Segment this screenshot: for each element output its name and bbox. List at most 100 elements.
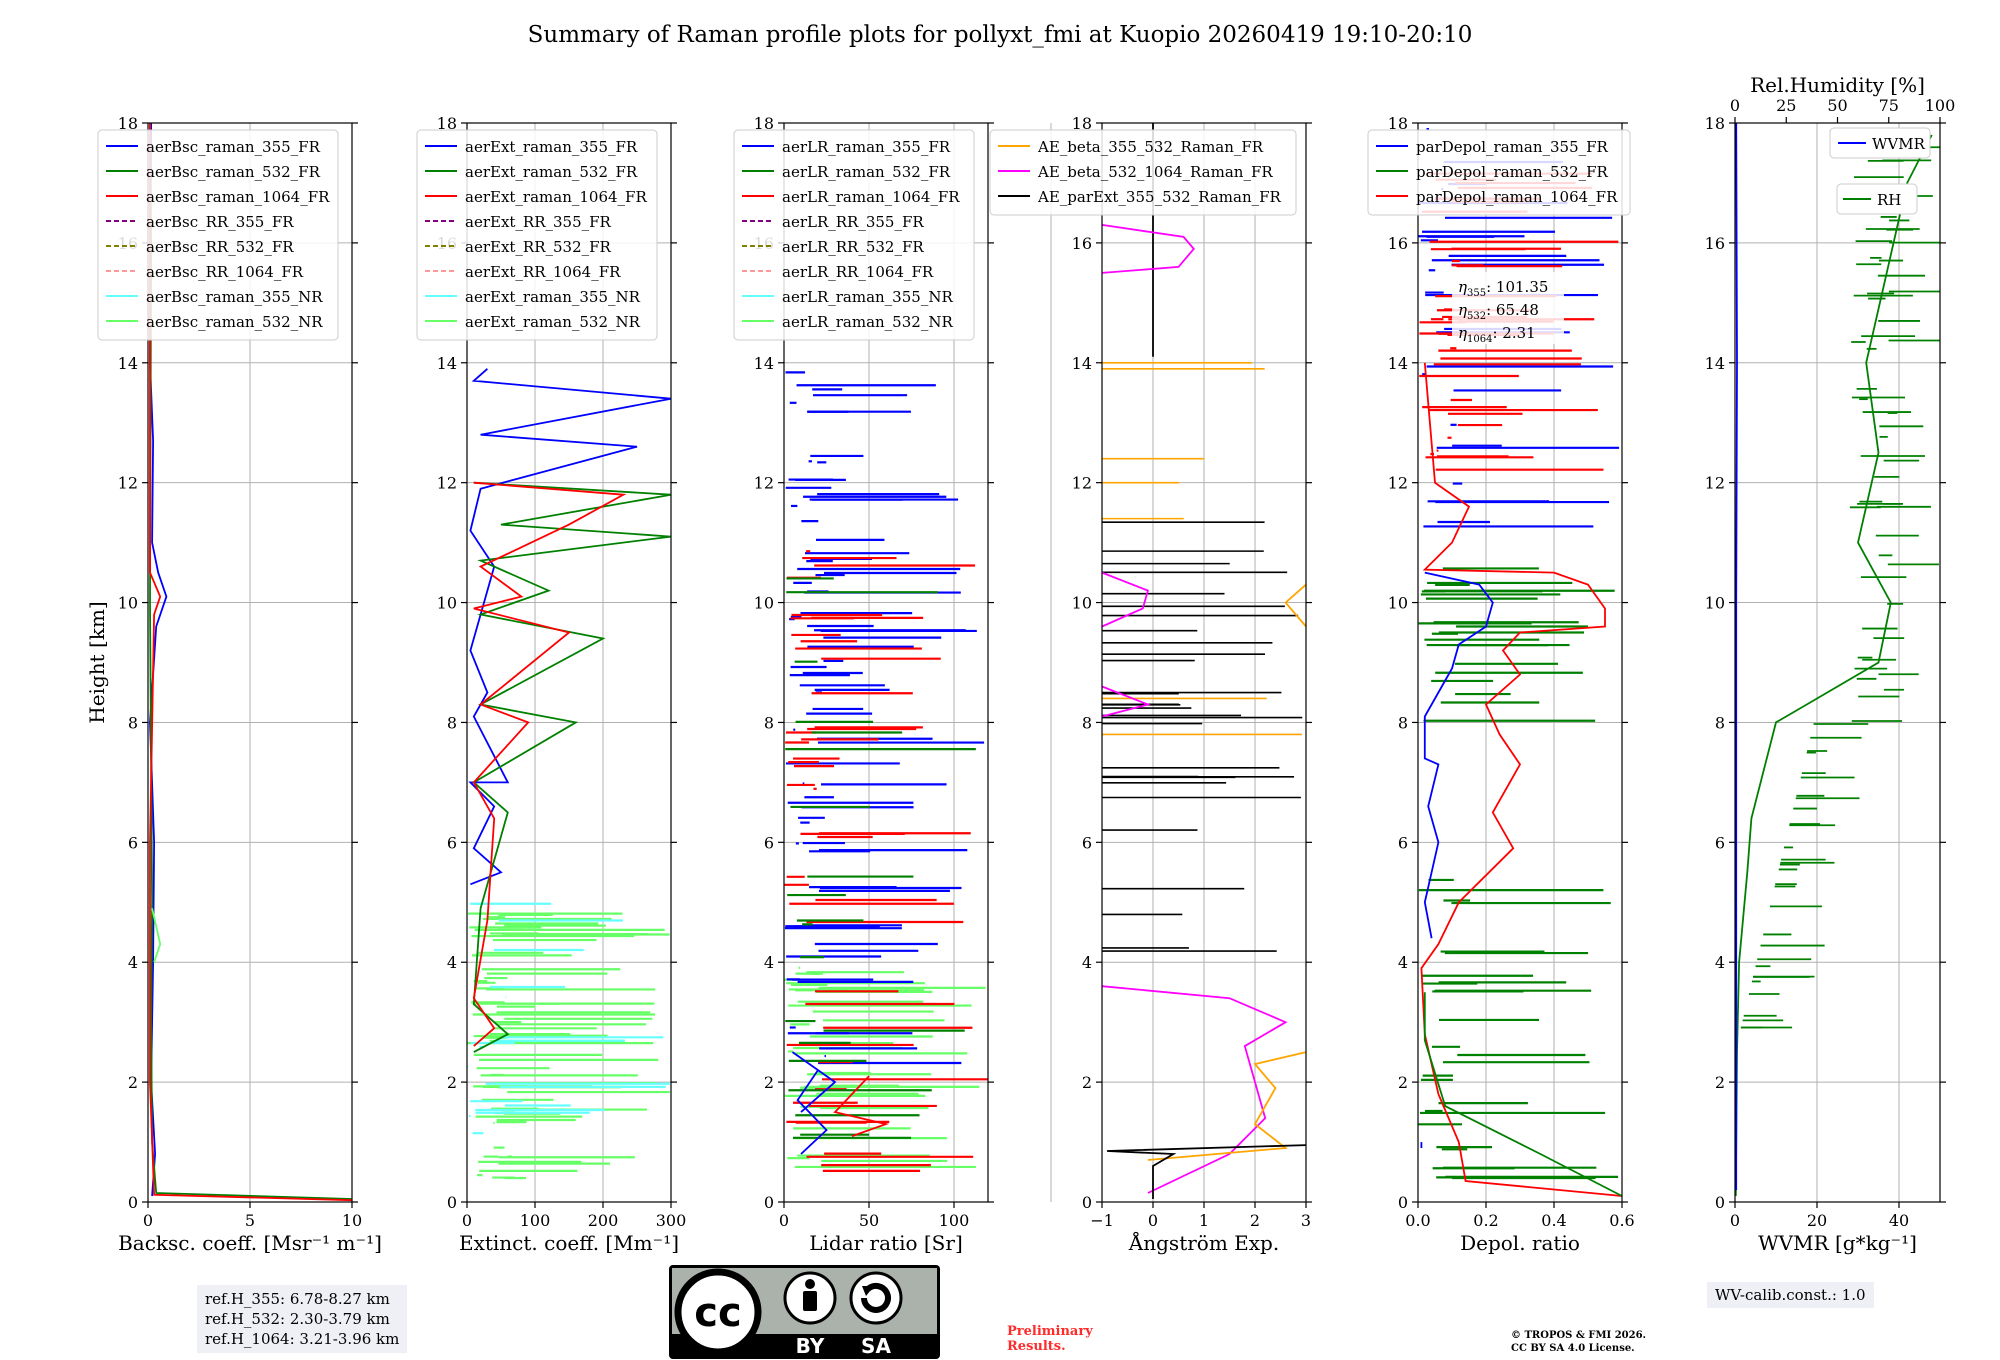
- y-tick-label: 0: [1715, 1193, 1725, 1212]
- series-line-lightgreen: [151, 908, 162, 963]
- series-line-blue: [1423, 571, 1494, 939]
- legend-label: aerLR_raman_532_FR: [782, 163, 951, 181]
- legend-label: aerExt_RR_1064_FR: [465, 263, 621, 281]
- series-line-magenta: [1101, 571, 1149, 628]
- legend-label: aerBsc_RR_355_FR: [146, 213, 294, 231]
- by-icon-body: [803, 1291, 817, 1311]
- y-tick-label: 18: [118, 114, 138, 133]
- y-tick-label: 2: [447, 1073, 457, 1092]
- x-tick-label: 0: [779, 1211, 789, 1230]
- x-axis-label: Depol. ratio: [1460, 1231, 1580, 1255]
- y-tick-label: 18: [1072, 114, 1092, 133]
- copyright-line-2: CC BY SA 4.0 License.: [1511, 1343, 1635, 1354]
- y-tick-label: 18: [1705, 114, 1725, 133]
- x-tick-label: 0: [462, 1211, 472, 1230]
- plot-frame: [1417, 122, 1623, 1203]
- y-tick-label: 8: [128, 713, 138, 732]
- x-tick-label: 2: [1250, 1211, 1260, 1230]
- legend-label: aerLR_raman_1064_FR: [782, 188, 960, 206]
- x2-tick-label: 0: [1730, 96, 1740, 115]
- series-line-magenta: [1101, 985, 1288, 1194]
- sa-icon: [849, 1271, 903, 1325]
- x-tick-label: 100: [939, 1211, 970, 1230]
- x-tick-label: 0.2: [1473, 1211, 1498, 1230]
- x-axis-label: Extinct. coeff. [Mm⁻¹]: [459, 1231, 679, 1255]
- eta-line: η355: 101.35: [1458, 278, 1548, 299]
- x-axis-label: WVMR [g*kg⁻¹]: [1758, 1231, 1917, 1255]
- x2-tick-label: 50: [1827, 96, 1847, 115]
- y-tick-label: 0: [1398, 1193, 1408, 1212]
- y-tick-label: 0: [1082, 1193, 1092, 1212]
- legend-label: RH: [1877, 191, 1901, 209]
- x-tick-label: 300: [656, 1211, 687, 1230]
- legend-label: aerExt_RR_355_FR: [465, 213, 612, 231]
- plot-frame: [783, 122, 989, 1203]
- cc-by-sa-badge: cc BY SA: [669, 1265, 940, 1359]
- ref-height-532: ref.H_532: 2.30-3.79 km: [205, 1310, 390, 1328]
- y-tick-label: 16: [1072, 234, 1092, 253]
- y-tick-label: 10: [437, 594, 457, 613]
- cc-icon: [674, 1268, 762, 1356]
- y-tick-label: 8: [1082, 713, 1092, 732]
- annotation-box: [1452, 272, 1564, 344]
- legend-box: [1829, 127, 1931, 159]
- x-tick-label: 40: [1889, 1211, 1909, 1230]
- x-tick-label: 50: [859, 1211, 879, 1230]
- x-tick-label: 0: [1148, 1211, 1158, 1230]
- legend-bsc: aerBsc_raman_355_FR aerBsc_raman_532_FRae…: [97, 129, 339, 341]
- legend-ae: AE_beta_355_532_Raman_FR AE_beta_532_1064…: [989, 129, 1297, 216]
- y-tick-label: 14: [1388, 354, 1408, 373]
- legend-label: aerBsc_RR_532_FR: [146, 238, 294, 256]
- legend-box: [1836, 183, 1918, 215]
- y-tick-label: 14: [437, 354, 457, 373]
- sa-label: SA: [861, 1334, 891, 1358]
- series-line-red: [149, 123, 353, 1202]
- y-tick-label: 12: [1072, 474, 1092, 493]
- legend-label: aerBsc_RR_1064_FR: [146, 263, 304, 281]
- series-line-blue: [1735, 122, 1738, 1190]
- legend-label: parDepol_raman_1064_FR: [1416, 188, 1618, 206]
- x2-tick-label: 75: [1879, 96, 1899, 115]
- preliminary-line-1: Preliminary: [1007, 1324, 1093, 1339]
- cc-icon-text: cc: [694, 1290, 741, 1336]
- y-tick-label: 12: [437, 474, 457, 493]
- y-tick-label: 4: [128, 953, 138, 972]
- x-axis-label: Backsc. coeff. [Msr⁻¹ m⁻¹]: [118, 1231, 382, 1255]
- x2-tick-label: 100: [1925, 96, 1956, 115]
- legend-label: AE_beta_532_1064_Raman_FR: [1037, 163, 1273, 181]
- x-tick-label: 0.6: [1609, 1211, 1634, 1230]
- x-tick-label: 0: [1730, 1211, 1740, 1230]
- x-axis-label: Ångström Exp.: [1128, 1230, 1279, 1255]
- y-tick-label: 2: [1398, 1073, 1408, 1092]
- figure-title: Summary of Raman profile plots for polly…: [527, 22, 1473, 48]
- y-tick-label: 12: [754, 474, 774, 493]
- x-axis-label: Lidar ratio [Sr]: [809, 1231, 963, 1255]
- legend-label: aerBsc_raman_355_FR: [146, 138, 321, 156]
- y-tick-label: 8: [764, 713, 774, 732]
- legend-label: aerExt_raman_355_NR: [465, 288, 641, 306]
- legend-label: parDepol_raman_355_FR: [1416, 138, 1609, 156]
- preliminary-line-2: Results.: [1007, 1339, 1066, 1354]
- sa-icon-arc: [861, 1282, 891, 1313]
- legend-label: aerLR_RR_1064_FR: [782, 263, 934, 281]
- x2-tick-label: 25: [1776, 96, 1796, 115]
- chart-panel-lr: 024681012141618050100Lidar ratio [Sr]aer…: [733, 114, 994, 1255]
- legend-box: [97, 129, 339, 341]
- y-tick-label: 8: [447, 713, 457, 732]
- chart-panel-bsc: 0246810121416180510Backsc. coeff. [Msr⁻¹…: [85, 114, 382, 1255]
- by-icon-head: [805, 1279, 815, 1289]
- ref-height-355: ref.H_355: 6.78-8.27 km: [205, 1290, 390, 1308]
- y-tick-label: 4: [447, 953, 457, 972]
- legend-label: WVMR: [1872, 135, 1926, 153]
- plot-frame: [1734, 122, 1941, 1203]
- y-tick-label: 4: [764, 953, 774, 972]
- legend-label: aerBsc_raman_355_NR: [146, 288, 323, 306]
- legend-label: aerBsc_raman_1064_FR: [146, 188, 330, 206]
- series-line-green: [472, 481, 672, 1053]
- series-line-green: [1423, 992, 1623, 1197]
- y-tick-label: 14: [1072, 354, 1092, 373]
- legend-label: parDepol_raman_532_FR: [1416, 163, 1609, 181]
- legend-label: aerBsc_raman_532_NR: [146, 313, 323, 331]
